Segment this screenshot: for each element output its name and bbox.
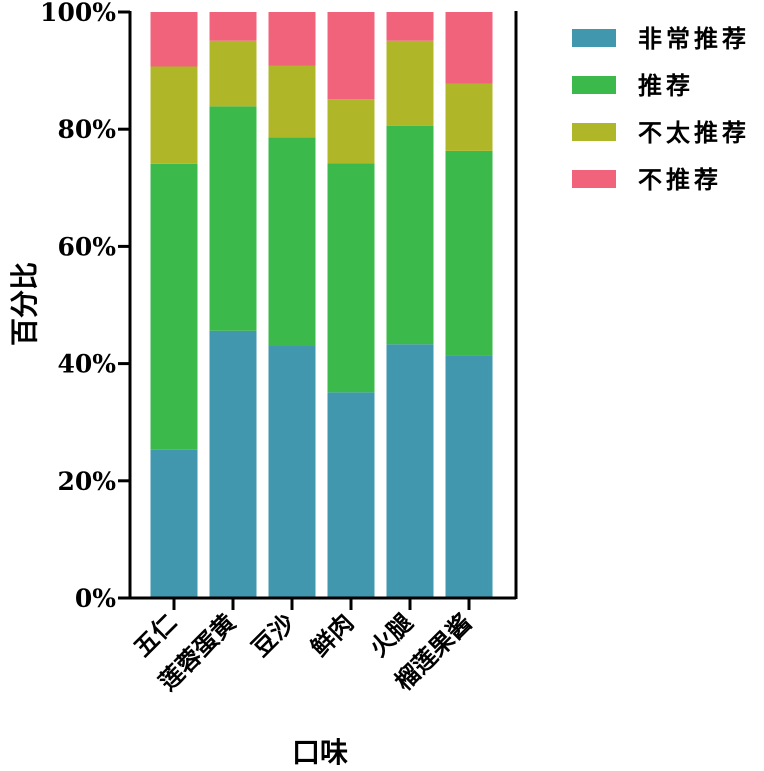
y-axis-title: 百分比 xyxy=(8,262,41,346)
y-tick-label: 20% xyxy=(57,467,116,496)
legend-label: 不太推荐 xyxy=(638,119,750,147)
bar-segment-6-3 xyxy=(445,83,493,151)
bar-segment-3-3 xyxy=(268,65,316,138)
x-tick-label: 豆沙 xyxy=(247,608,301,662)
y-tick-label: 40% xyxy=(57,350,116,379)
y-tick-label: 60% xyxy=(57,232,116,261)
bar-segment-4-3 xyxy=(327,99,375,164)
bar-segment-5-1 xyxy=(386,344,434,598)
y-tick-label: 100% xyxy=(40,0,116,27)
x-tick-label: 鲜肉 xyxy=(306,608,360,662)
y-tick-label: 80% xyxy=(57,115,116,144)
legend-label: 不推荐 xyxy=(638,166,722,194)
bar-segment-2-4 xyxy=(209,12,257,41)
bar-segment-2-1 xyxy=(209,330,257,598)
bar-segment-6-1 xyxy=(445,355,493,598)
y-tick-label: 0% xyxy=(75,584,116,613)
bar-segment-2-3 xyxy=(209,40,257,107)
bar-segment-6-2 xyxy=(445,150,493,356)
x-axis-title: 口味 xyxy=(292,736,348,769)
legend-swatch xyxy=(572,76,616,94)
bar-segment-5-2 xyxy=(386,125,434,345)
bars-group xyxy=(150,12,493,598)
bar-segment-1-3 xyxy=(150,66,198,164)
axes-group xyxy=(128,11,518,600)
bar-segment-4-4 xyxy=(327,12,375,100)
x-tick-label: 火腿 xyxy=(365,608,419,662)
bar-segment-1-2 xyxy=(150,163,198,450)
y-ticks-group: 0% 20% 40% 60% 80% 100% xyxy=(40,0,130,613)
bar-segment-5-3 xyxy=(386,40,434,126)
legend-label: 非常推荐 xyxy=(638,25,750,53)
bar-segment-6-4 xyxy=(445,12,493,84)
bar-segment-2-2 xyxy=(209,106,257,331)
legend-swatch xyxy=(572,29,616,47)
x-tick-label: 五仁 xyxy=(129,608,183,662)
bar-segment-5-4 xyxy=(386,12,434,41)
bar-segment-3-2 xyxy=(268,137,316,347)
bar-segment-1-1 xyxy=(150,449,198,598)
bar-segment-1-4 xyxy=(150,12,198,67)
legend-swatch xyxy=(572,123,616,141)
bar-segment-3-1 xyxy=(268,346,316,598)
bar-segment-3-4 xyxy=(268,12,316,66)
legend-label: 推荐 xyxy=(638,72,694,100)
legend-swatch xyxy=(572,170,616,188)
bar-segment-4-2 xyxy=(327,163,375,393)
bar-segment-4-1 xyxy=(327,392,375,598)
